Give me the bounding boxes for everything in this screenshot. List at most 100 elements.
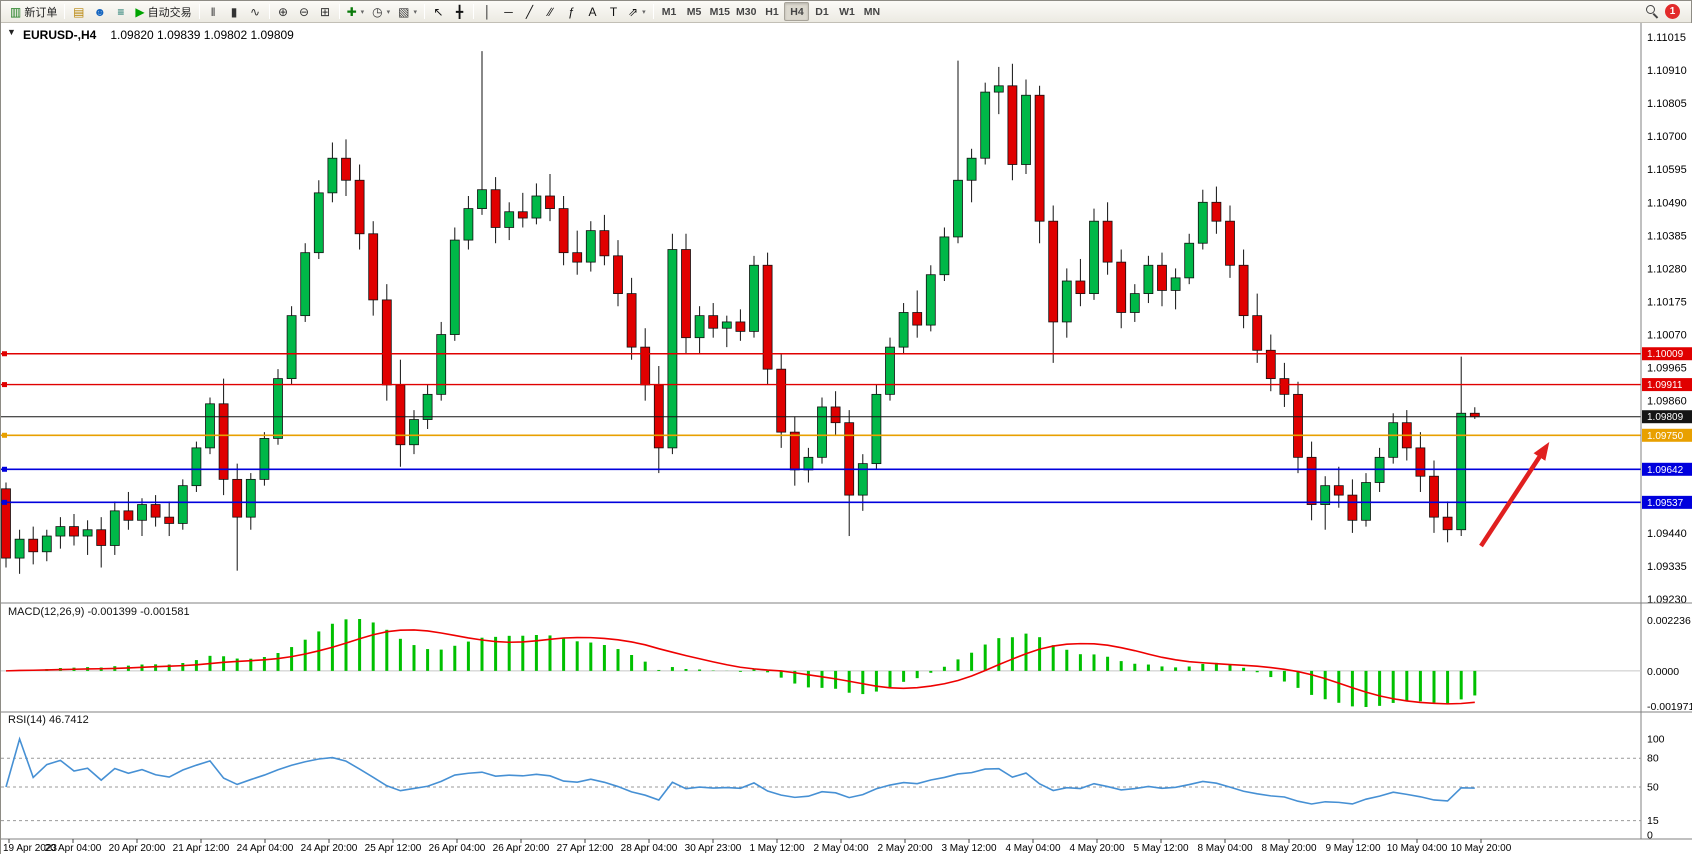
profile-button[interactable]: ☻ xyxy=(89,2,110,21)
candle xyxy=(1415,447,1426,477)
candle xyxy=(925,274,936,326)
charts-window-button[interactable]: ▤ xyxy=(68,2,89,21)
notification-badge[interactable]: 1 xyxy=(1665,4,1680,19)
annotation-arrow[interactable] xyxy=(1479,441,1550,548)
candle xyxy=(735,321,746,332)
tile-windows-icon: ⊞ xyxy=(320,4,331,19)
candle xyxy=(1075,280,1086,295)
timeframe-m1-button[interactable]: M1 xyxy=(661,5,677,18)
resistance-line-2-handle[interactable] xyxy=(2,382,7,388)
candle xyxy=(55,526,66,537)
svg-text:1.09537: 1.09537 xyxy=(1647,498,1684,509)
bar-chart-button[interactable]: ‖ xyxy=(203,2,224,21)
search-button[interactable] xyxy=(1642,2,1663,21)
arrows-tool-button[interactable]: ⇗ ▾ xyxy=(624,2,650,21)
one-click-trading-arrow[interactable]: ▼ xyxy=(7,27,16,37)
candle xyxy=(1048,220,1059,323)
candle xyxy=(749,264,759,332)
periods-icon: ◷ xyxy=(372,4,383,19)
text-button[interactable]: A xyxy=(582,2,603,21)
candle xyxy=(327,157,338,194)
timeframe-w1-button[interactable]: W1 xyxy=(839,5,855,18)
svg-text:80: 80 xyxy=(1647,753,1659,765)
candle xyxy=(681,249,691,339)
candle xyxy=(436,334,447,395)
candle xyxy=(109,510,120,546)
fibonacci-button[interactable]: ƒ xyxy=(561,2,582,21)
candle xyxy=(599,230,610,257)
timeframe-h1-button[interactable]: H1 xyxy=(765,5,779,18)
svg-text:2 May 20:00: 2 May 20:00 xyxy=(877,843,932,854)
zoom-in-button[interactable]: ⊕ xyxy=(273,2,294,21)
line-chart-icon: ∿ xyxy=(250,4,261,19)
svg-text:0: 0 xyxy=(1647,830,1653,842)
svg-text:1.11015: 1.11015 xyxy=(1647,32,1686,44)
candle xyxy=(1469,412,1480,418)
timeframe-m5-button[interactable]: M5 xyxy=(686,5,702,18)
candle xyxy=(381,299,392,386)
chart-canvas[interactable]: 1.10009 1.09911 1.09809 1.09750 1.09642 1.095… xyxy=(1,23,1692,854)
svg-text:21 Apr 12:00: 21 Apr 12:00 xyxy=(173,843,230,854)
candle xyxy=(844,422,855,496)
svg-text:25 Apr 12:00: 25 Apr 12:00 xyxy=(365,843,422,854)
cursor-button[interactable]: ↖ xyxy=(428,2,449,21)
timeframe-d1-button[interactable]: D1 xyxy=(815,5,829,18)
new-order-button[interactable]: ▥ 新订单 xyxy=(6,2,61,21)
horizontal-line-button[interactable]: ─ xyxy=(498,2,519,21)
candle xyxy=(409,419,419,446)
macd-signal-line xyxy=(5,629,1475,705)
candle xyxy=(762,264,773,370)
candle xyxy=(41,535,52,553)
pivot-line-handle[interactable] xyxy=(2,432,7,438)
timeframe-m30-button[interactable]: M30 xyxy=(736,5,757,18)
candle xyxy=(572,252,583,263)
price-tag xyxy=(1642,495,1692,509)
candle xyxy=(721,321,732,329)
equidistant-channel-button[interactable]: ∕∕ xyxy=(540,2,561,21)
support-line-1-handle[interactable] xyxy=(2,466,7,472)
templates-button[interactable]: ▧ ▾ xyxy=(394,2,421,21)
trendline-button[interactable]: ╱ xyxy=(519,2,540,21)
autotrade-button[interactable]: ▶ 自动交易 xyxy=(131,2,195,21)
candle xyxy=(667,249,678,449)
svg-text:1 May 12:00: 1 May 12:00 xyxy=(749,843,804,854)
support-line-2-handle[interactable] xyxy=(2,499,7,505)
candle xyxy=(1034,94,1045,222)
cursor-icon: ↖ xyxy=(433,4,444,19)
candle xyxy=(422,393,433,420)
svg-text:0.0000: 0.0000 xyxy=(1647,666,1679,678)
candle xyxy=(1,488,11,559)
resistance-line-1-handle[interactable] xyxy=(2,351,7,357)
candles-layer xyxy=(1,51,1480,574)
svg-text:1.10070: 1.10070 xyxy=(1647,330,1687,342)
line-chart-button[interactable]: ∿ xyxy=(245,2,266,21)
market-watch-button[interactable]: ≡ xyxy=(110,2,131,21)
candle xyxy=(463,208,474,241)
templates-icon: ▧ xyxy=(398,4,410,19)
candle xyxy=(245,478,256,518)
timeframe-h4-button[interactable]: H4 xyxy=(784,2,810,21)
timeframe-m15-button[interactable]: M15 xyxy=(709,5,731,18)
text-label-button[interactable]: T xyxy=(603,2,624,21)
candle xyxy=(191,447,202,487)
candle xyxy=(613,255,623,295)
svg-text:1.10385: 1.10385 xyxy=(1647,230,1687,242)
crosshair-button[interactable]: ╋ xyxy=(449,2,470,21)
candle xyxy=(857,463,868,496)
candle xyxy=(1143,264,1154,295)
candle xyxy=(477,189,487,209)
tile-windows-button[interactable]: ⊞ xyxy=(315,2,336,21)
candlestick-chart-button[interactable]: ▮ xyxy=(224,2,245,21)
vertical-line-button[interactable]: │ xyxy=(477,2,498,21)
timeframe-mn-button[interactable]: MN xyxy=(863,5,881,18)
candle xyxy=(531,195,542,219)
toolbar-separator xyxy=(424,4,426,19)
svg-text:1.10280: 1.10280 xyxy=(1647,263,1687,275)
candle xyxy=(1252,315,1263,351)
candle xyxy=(1116,261,1127,313)
market-watch-icon: ≡ xyxy=(117,4,125,19)
indicators-button[interactable]: ✚ ▾ xyxy=(343,2,369,21)
candle xyxy=(82,529,93,537)
periods-button[interactable]: ◷ ▾ xyxy=(368,2,394,21)
zoom-out-button[interactable]: ⊖ xyxy=(294,2,315,21)
